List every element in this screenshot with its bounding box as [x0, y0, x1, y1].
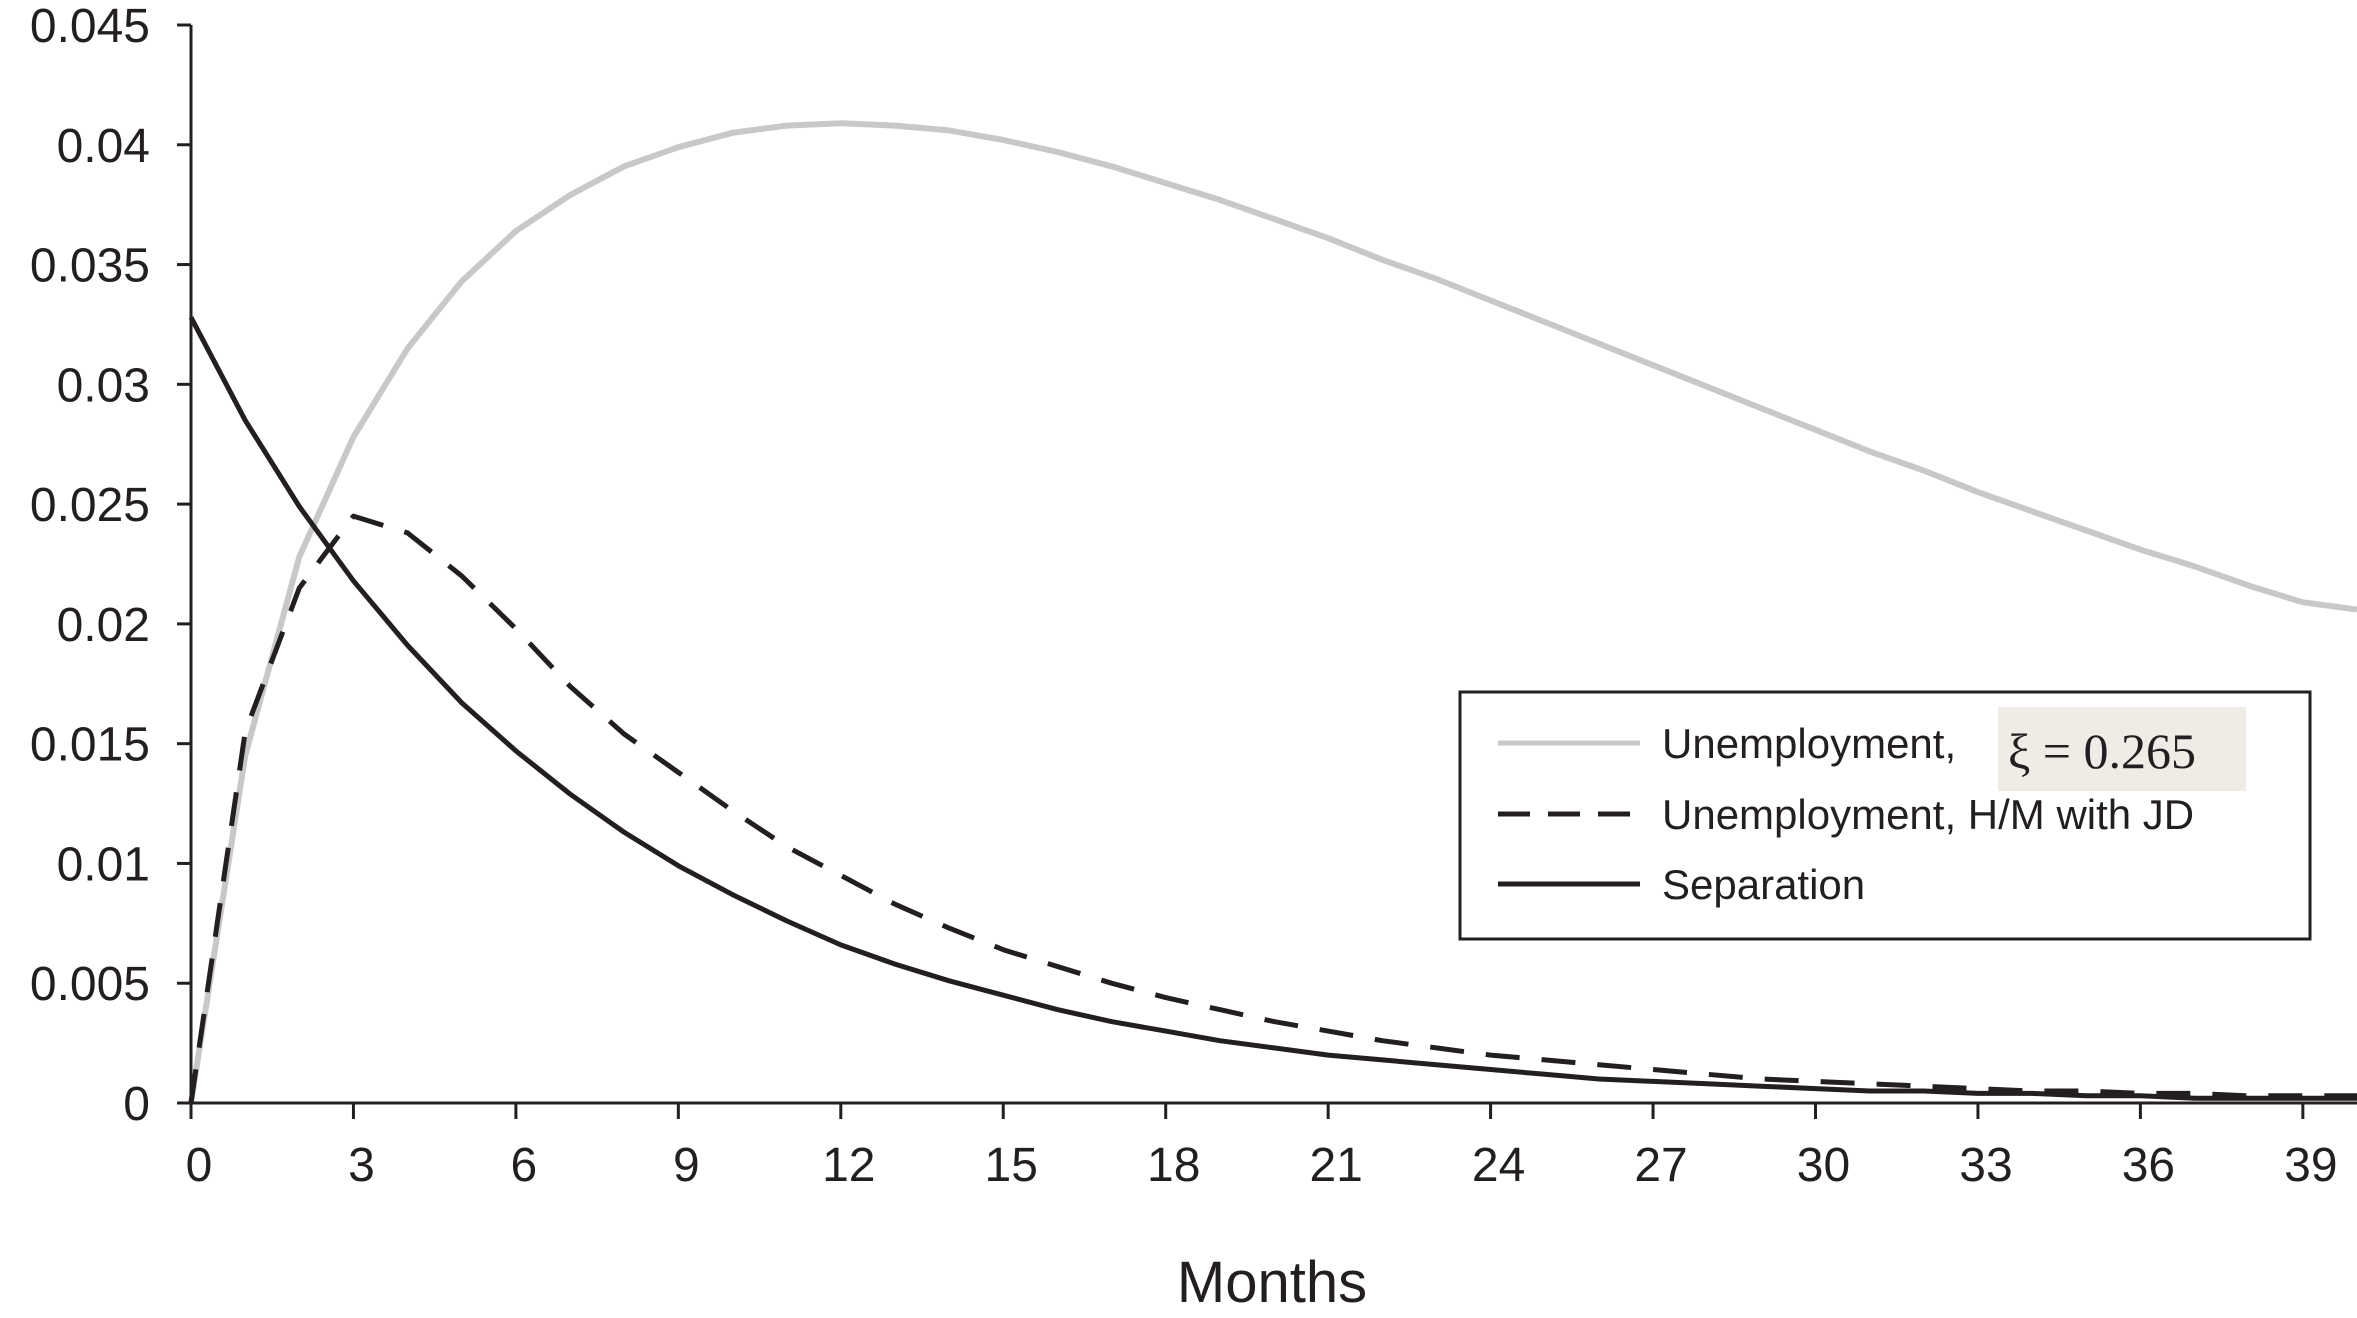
- legend-item-separation: Separation: [1498, 861, 1865, 908]
- y-tick-label: 0.01: [57, 838, 150, 891]
- x-tick-label: 0: [186, 1139, 213, 1192]
- legend-math-highlight: [1998, 707, 2246, 791]
- axes: [189, 25, 2357, 1105]
- legend-item-unemployment-xi: Unemployment, ξ = 0.265: [1498, 707, 2246, 791]
- x-tick-label: 36: [2122, 1139, 2175, 1192]
- x-tick-label: 24: [1472, 1139, 1525, 1192]
- x-tick-label: 18: [1147, 1139, 1200, 1192]
- y-tick-label: 0: [123, 1078, 150, 1131]
- x-tick-label: 6: [511, 1139, 538, 1192]
- legend-item-unemployment-hm: Unemployment, H/M with JD: [1498, 791, 2194, 838]
- y-tick-label: 0.035: [30, 240, 150, 293]
- x-tick-label: 9: [673, 1139, 700, 1192]
- y-tick-label: 0.03: [57, 359, 150, 412]
- legend-math-xi: ξ = 0.265: [2008, 723, 2196, 779]
- x-tick-label: 3: [348, 1139, 375, 1192]
- x-tick-label: 21: [1309, 1139, 1362, 1192]
- series-line-3: [188, 316, 2357, 1101]
- y-tick-label: 0.045: [30, 0, 150, 53]
- svg-text:Unemployment,: Unemployment,: [1662, 720, 1956, 767]
- y-tick-label: 0.025: [30, 479, 150, 532]
- plot-lines: [188, 120, 2357, 1104]
- y-axis-ticks: 0 0.005 0.01 0.015 0.02 0.025 0.03 0.035 0.04 0.0…: [30, 0, 191, 1131]
- y-tick-label: 0.015: [30, 719, 150, 772]
- x-axis-ticks: 0 3 6 9 12 15 18 21 24 27 30 33 36 39: [186, 1103, 2338, 1192]
- series-line-1: [188, 120, 2357, 1104]
- y-tick-label: 0.02: [57, 599, 150, 652]
- legend-label-unemployment-hm: Unemployment, H/M with JD: [1662, 791, 2194, 838]
- x-tick-label: 39: [2284, 1139, 2337, 1192]
- legend-label-separation: Separation: [1662, 861, 1865, 908]
- series-line-2: [188, 513, 2357, 1104]
- x-axis-title: Months: [1177, 1250, 1367, 1315]
- y-tick-label: 0.04: [57, 120, 150, 173]
- x-tick-label: 30: [1797, 1139, 1850, 1192]
- x-tick-label: 27: [1634, 1139, 1687, 1192]
- x-tick-label: 15: [985, 1139, 1038, 1192]
- legend: Unemployment, ξ = 0.265 Unemployment, H/…: [1458, 690, 2312, 941]
- x-tick-label: 12: [822, 1139, 875, 1192]
- legend-label-unemployment-xi: Unemployment,: [1662, 720, 1956, 767]
- y-tick-label: 0.005: [30, 958, 150, 1011]
- x-tick-label: 33: [1959, 1139, 2012, 1192]
